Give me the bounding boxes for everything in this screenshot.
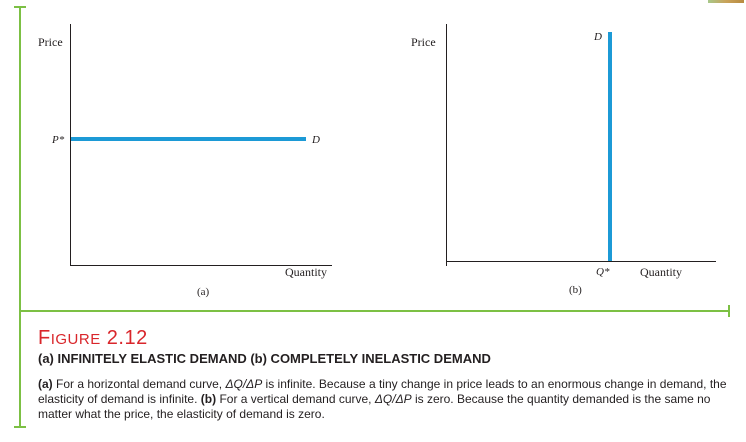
panel-a-x-axis (70, 265, 332, 266)
panel-b-x-axis (446, 261, 716, 262)
panel-a-price-tick-label: P* (52, 134, 65, 146)
panel-a-y-axis (70, 24, 71, 266)
panel-b-demand-curve (608, 32, 612, 261)
left-rule-bottom-tick (14, 426, 26, 428)
figure-separator-rule (19, 310, 730, 312)
panel-b-y-axis (446, 24, 447, 266)
caption-a-text-2: is infinite. Because a tiny change in pr… (38, 377, 727, 406)
caption-b-text-1: For a vertical demand curve, (219, 392, 375, 406)
corner-mark (708, 0, 744, 3)
caption-b-text-2: is zero. Because the quantity demanded i… (38, 392, 711, 421)
panel-a-y-axis-label: Price (38, 35, 63, 49)
separator-end-tick (728, 305, 730, 317)
figure-subtitle: (a) INFINITELY ELASTIC DEMAND (b) COMPLE… (38, 351, 491, 366)
panel-b-demand-label: D (594, 31, 602, 43)
caption-b-label: (b) (200, 392, 217, 406)
left-margin-rule (19, 6, 21, 428)
panel-b-y-axis-label: Price (411, 35, 436, 49)
figure-title: FIGURE 2.12 (38, 327, 148, 351)
caption-a-formula: ΔQ/ΔP (225, 377, 263, 391)
panel-a-x-axis-label: Quantity (285, 265, 327, 279)
panel-b-label: (b) (569, 284, 582, 296)
caption-a-text-1: For a horizontal demand curve, (56, 377, 226, 391)
figure-title-cap: F (38, 327, 51, 349)
left-rule-top-tick (14, 6, 26, 8)
panel-b-quantity-tick-label: Q* (596, 266, 610, 278)
figure-caption: (a) For a horizontal demand curve, ΔQ/ΔP… (38, 377, 728, 422)
figure-title-rest: IGURE (50, 331, 101, 348)
figure-number: 2.12 (106, 327, 148, 349)
panel-b-x-axis-label: Quantity (640, 265, 682, 279)
panel-a-demand-label: D (312, 134, 320, 146)
caption-a-label: (a) (38, 377, 53, 391)
panel-a-label: (a) (197, 286, 210, 298)
panel-a-demand-curve (71, 137, 306, 141)
caption-b-formula: ΔQ/ΔP (374, 392, 412, 406)
